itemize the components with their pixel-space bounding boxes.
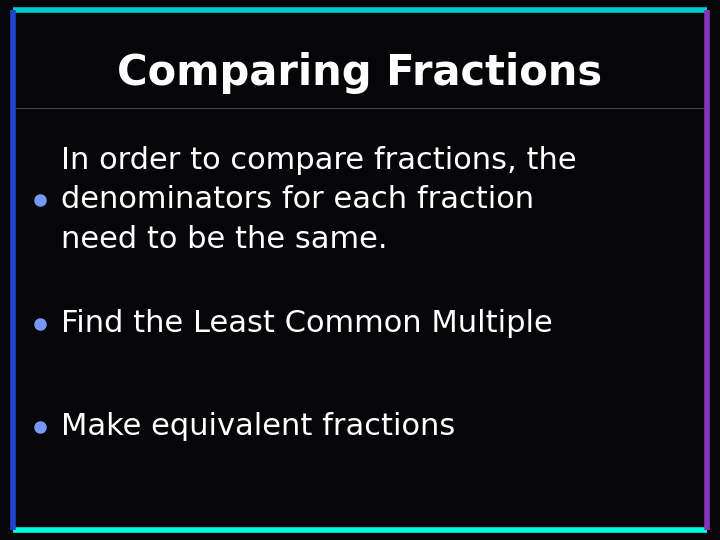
Text: In order to compare fractions, the
denominators for each fraction
need to be the: In order to compare fractions, the denom…: [61, 146, 577, 254]
Text: Find the Least Common Multiple: Find the Least Common Multiple: [61, 309, 553, 339]
Text: Comparing Fractions: Comparing Fractions: [117, 52, 603, 94]
Text: Make equivalent fractions: Make equivalent fractions: [61, 412, 456, 441]
